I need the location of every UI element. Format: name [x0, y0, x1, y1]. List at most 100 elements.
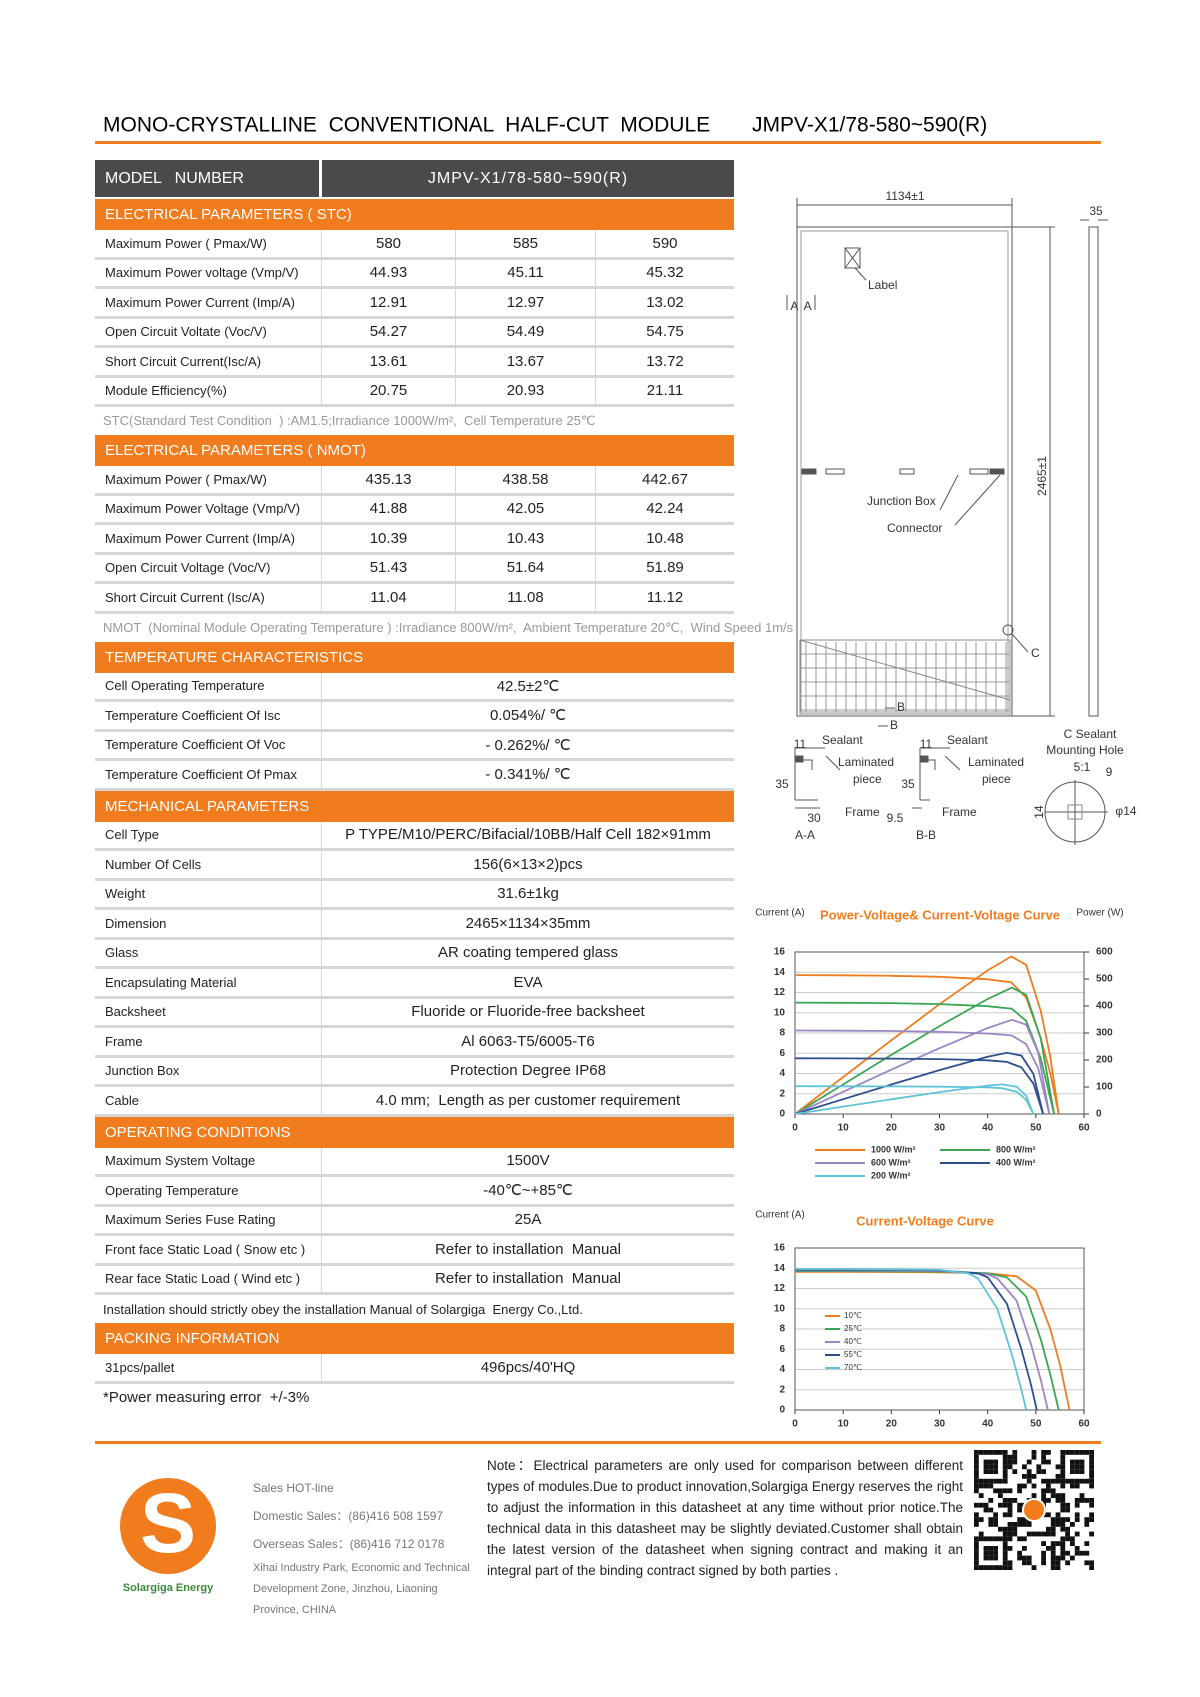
qr-cell [1050, 1550, 1056, 1556]
qr-cell [1002, 1469, 1008, 1474]
qr-cell [1041, 1454, 1046, 1460]
qr-cell [1050, 1488, 1056, 1494]
legend-label: 600 W/m² [871, 1157, 911, 1167]
row-value: 20.93 [456, 377, 596, 404]
row-value: 42.5±2℃ [496, 677, 560, 695]
qr-cell [1079, 1493, 1085, 1498]
qr-cell [1084, 1541, 1090, 1546]
qr-cell [1089, 1454, 1094, 1460]
current-curve [794, 1029, 1051, 1115]
qr-cell [988, 1478, 994, 1484]
row-label: Operating Temperature [95, 1177, 322, 1204]
table-row: Cell Type P TYPE/M10/PERC/Bifacial/10BB/H… [95, 821, 734, 851]
row-label: Dimension [95, 910, 322, 937]
qr-cell [1026, 1560, 1032, 1566]
qr-cell [998, 1565, 1003, 1570]
drawing-label: 9.5 [887, 811, 904, 825]
row-label: Cell Type [95, 821, 322, 848]
qr-cell [1017, 1555, 1022, 1561]
qr-cell [1060, 1469, 1066, 1474]
qr-cell [988, 1469, 994, 1474]
qr-cell [1065, 1536, 1070, 1542]
qr-cell [993, 1522, 998, 1527]
x-tick-label: 60 [1078, 1419, 1090, 1430]
drawing-label: φ14 [1115, 804, 1136, 818]
qr-cell [978, 1493, 984, 1498]
legend-label: 70℃ [844, 1363, 862, 1372]
qr-cell [1022, 1464, 1027, 1470]
qr-cell [1074, 1531, 1080, 1537]
qr-cell [988, 1483, 994, 1489]
drawing-label: 5:1 [1074, 760, 1091, 774]
y-tick-label: 12 [774, 1283, 786, 1294]
qr-cell [1050, 1478, 1056, 1484]
qr-cell [1022, 1560, 1027, 1566]
row-value: - 0.341%/ ℃ [485, 766, 571, 784]
qr-cell [1060, 1550, 1066, 1556]
qr-cell [1031, 1454, 1037, 1460]
drawing-label: C Sealant [1064, 727, 1117, 741]
legend-label: 25℃ [844, 1324, 862, 1333]
qr-cell [978, 1450, 984, 1455]
qr-cell [1060, 1498, 1066, 1503]
chart-title: Power-Voltage& Current-Voltage Curve [820, 907, 1060, 922]
x-tick-label: 0 [792, 1419, 798, 1430]
x-tick-label: 30 [934, 1123, 946, 1134]
row-label: Weight [95, 880, 322, 907]
qr-cell [1084, 1498, 1090, 1503]
y-tick-label: 0 [779, 1405, 785, 1416]
qr-cell [988, 1555, 994, 1561]
row-value: EVA [513, 973, 543, 991]
qr-cell [1031, 1531, 1037, 1537]
row-value: 45.32 [646, 264, 684, 282]
qr-cell [998, 1478, 1003, 1484]
qr-cell [1084, 1478, 1090, 1484]
row-label: Maximum Power ( Pmax/W) [95, 466, 322, 493]
qr-code [974, 1450, 1094, 1570]
section-note: NMOT (Nominal Module Operating Temperatu… [103, 619, 794, 635]
qr-cell [983, 1469, 989, 1474]
qr-cell [1060, 1474, 1066, 1479]
qr-cell [1074, 1498, 1080, 1503]
qr-cell [1012, 1459, 1018, 1465]
qr-cell [1041, 1560, 1046, 1566]
qr-cell [974, 1550, 979, 1556]
drawing-label: Frame [942, 805, 977, 819]
qr-cell [988, 1536, 994, 1542]
table-row: Maximum System Voltage 1500V [95, 1147, 734, 1177]
qr-cell [1050, 1531, 1056, 1537]
sales-info: Sales HOT-line Domestic Sales：(86)416 50… [253, 1474, 483, 1621]
overseas-sales: Overseas Sales：(86)416 712 0178 [253, 1537, 445, 1551]
legend-label: 400 W/m² [996, 1157, 1036, 1167]
qr-cell [1079, 1450, 1085, 1455]
qr-cell [993, 1450, 998, 1455]
qr-cell [974, 1522, 979, 1527]
y2-tick-label: 0 [1096, 1109, 1102, 1120]
drawing-label: 35 [1089, 204, 1103, 218]
qr-cell [1036, 1469, 1042, 1474]
qr-cell [1060, 1526, 1066, 1532]
module-drawing: 1134±1 35 Label A A 2465±1 Junction Box Connec… [775, 189, 1137, 845]
row-value: 13.72 [646, 352, 684, 370]
legend-label: 200 W/m² [871, 1170, 911, 1180]
row-value: 42.24 [646, 500, 684, 518]
table-row: Backsheet Fluoride or Fluoride-free backs… [95, 998, 734, 1028]
qr-cell [993, 1550, 998, 1556]
row-value: 25A [514, 1211, 542, 1229]
qr-cell [1007, 1507, 1013, 1513]
qr-cell [974, 1502, 979, 1508]
drawing-label: 14 [1032, 805, 1046, 819]
x-tick-label: 0 [792, 1123, 798, 1134]
qr-cell [993, 1478, 998, 1484]
qr-cell [1007, 1502, 1013, 1508]
qr-cell [1002, 1454, 1008, 1460]
qr-cell [1074, 1550, 1080, 1556]
drawing-label: Laminated [838, 755, 894, 769]
qr-cell [1055, 1464, 1061, 1470]
qr-cell [1017, 1517, 1022, 1522]
qr-cell [1026, 1522, 1032, 1527]
row-value: 442.67 [642, 470, 688, 488]
qr-cell [983, 1483, 989, 1489]
table-row: Glass AR coating tempered glass [95, 939, 734, 969]
address: Xihai Industry Park, Economic and Techni… [253, 1562, 470, 1616]
